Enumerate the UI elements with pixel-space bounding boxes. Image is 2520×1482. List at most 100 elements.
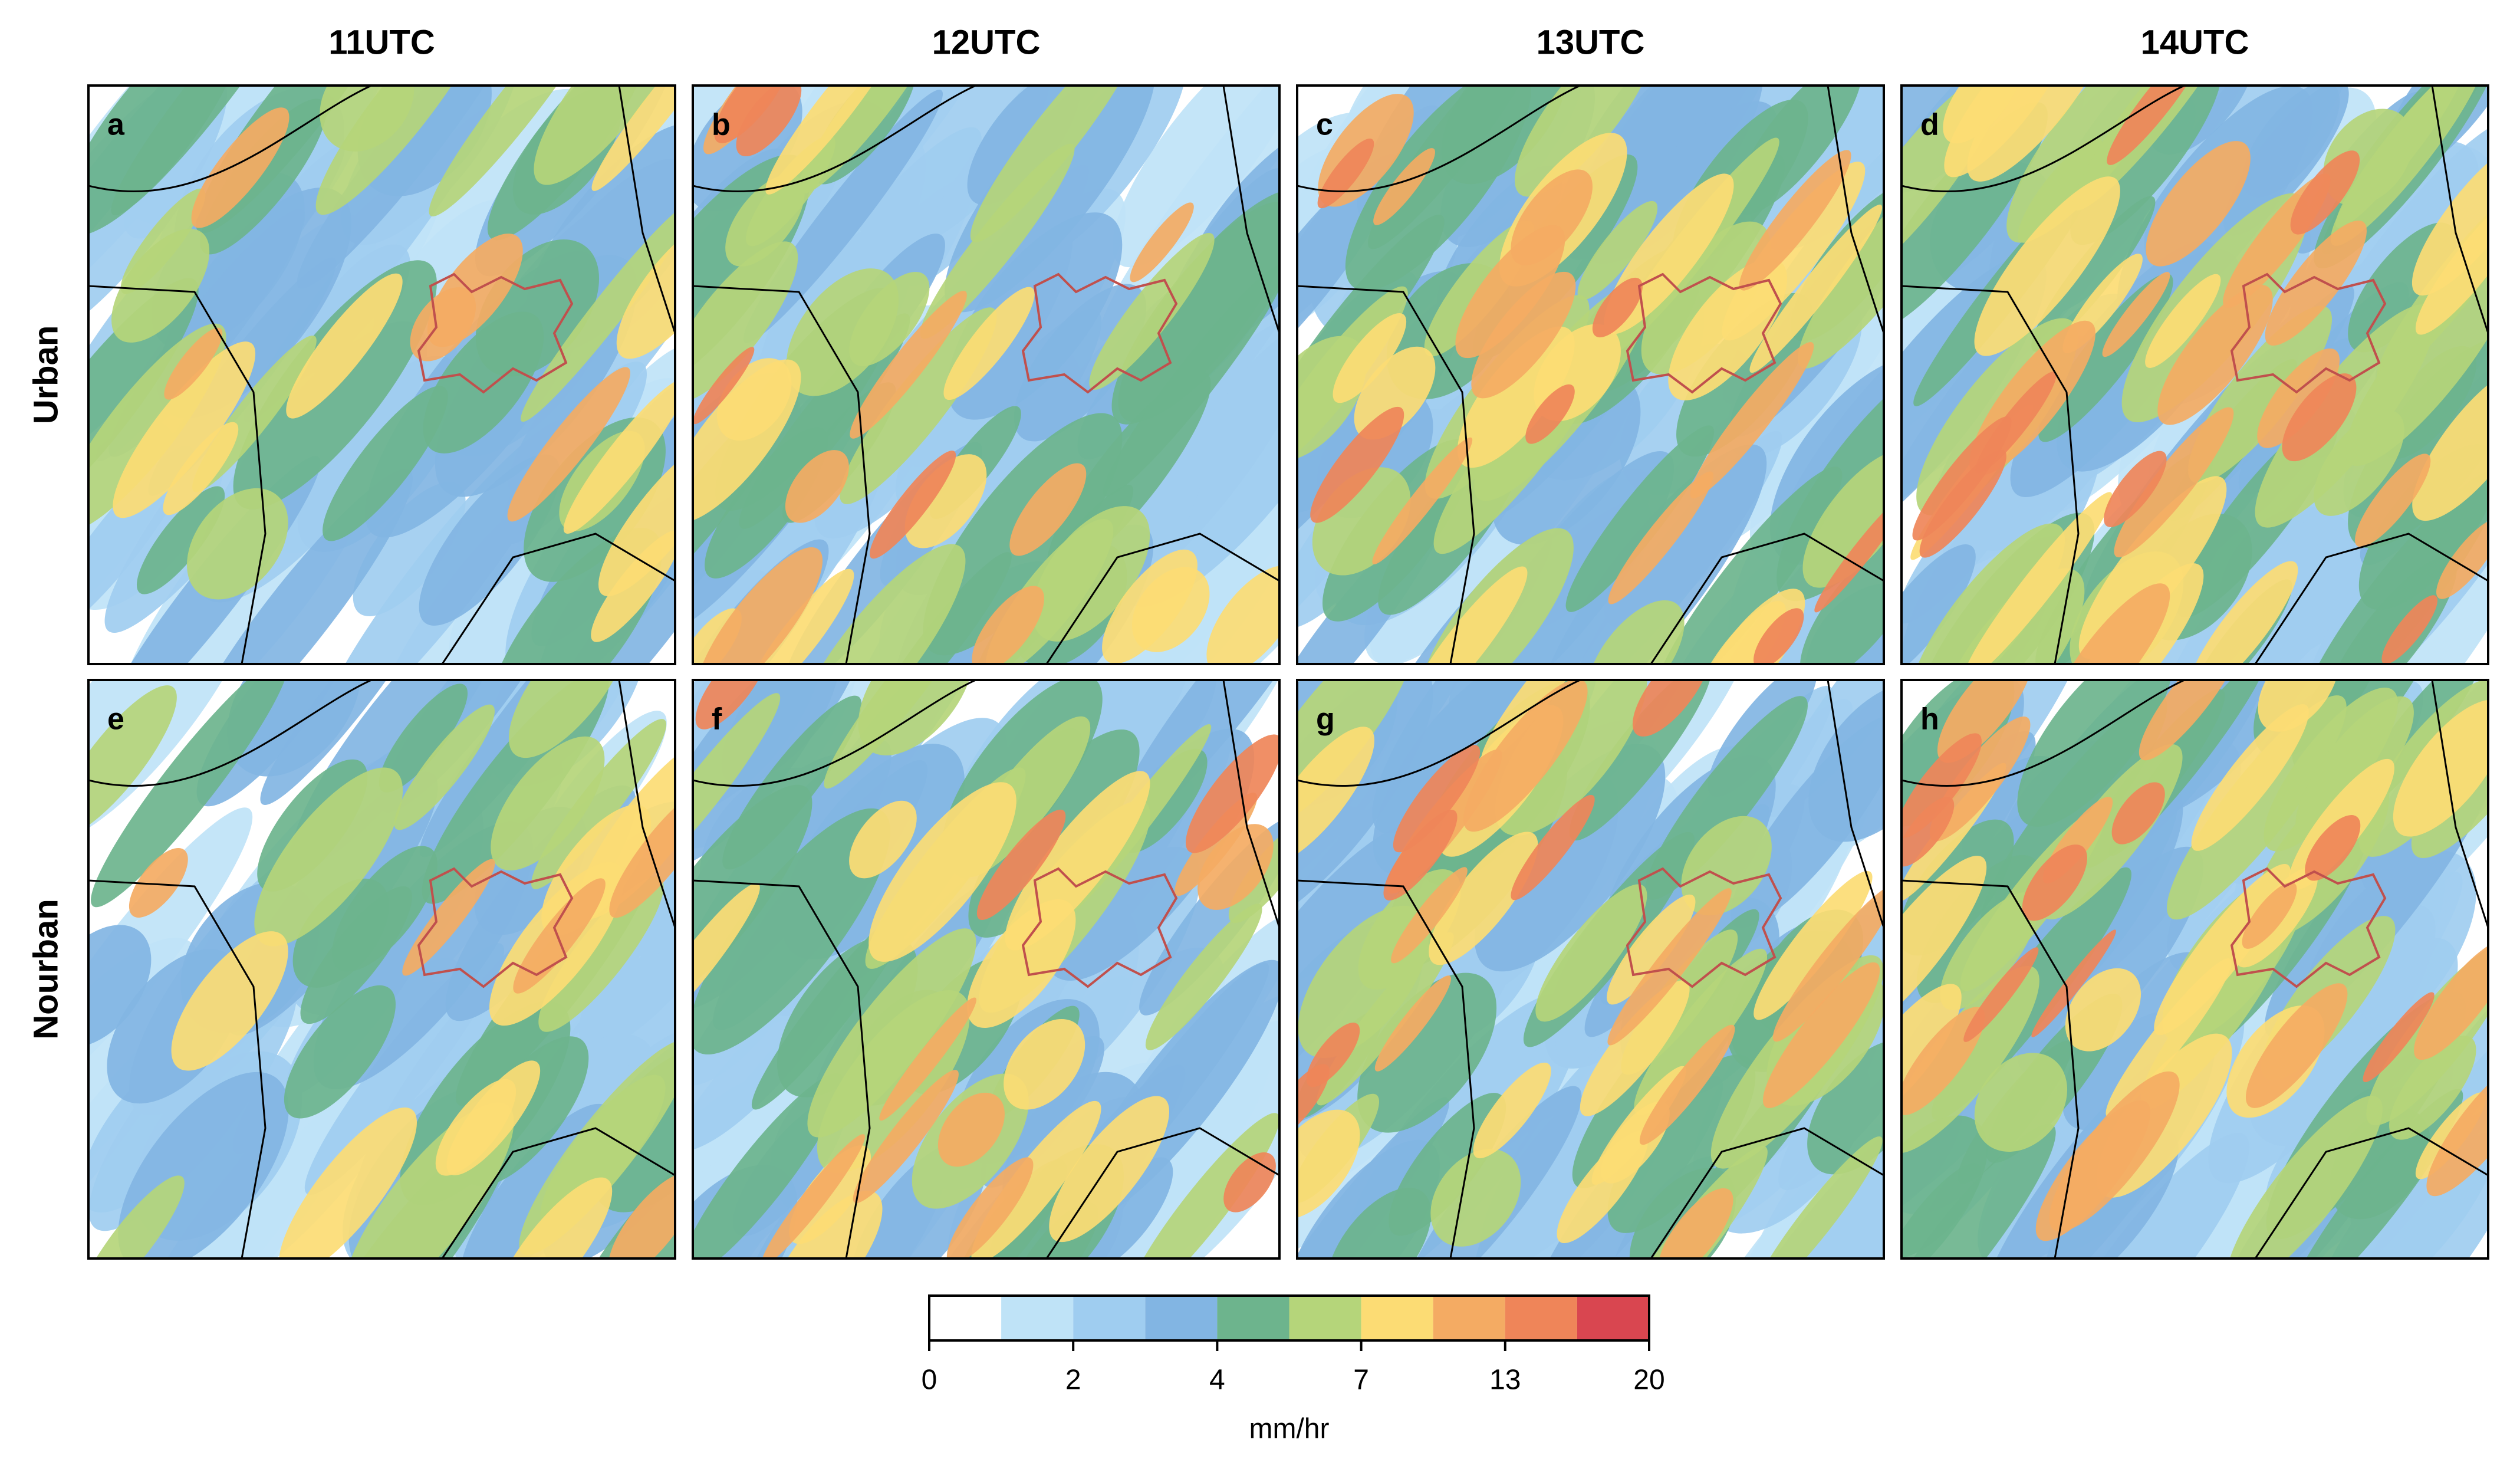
rain-cell: [1297, 1097, 1450, 1258]
rain-cell: [1389, 1093, 1506, 1236]
rain-cell: [1297, 727, 1375, 864]
colorbar-swatch: [1361, 1296, 1433, 1340]
rain-cell: [163, 422, 239, 515]
map-panel: [1297, 86, 1884, 664]
rain-cell: [608, 1172, 675, 1258]
rain-cell: [111, 228, 210, 343]
rain-cell: [1658, 1188, 1733, 1258]
rain-cell: [1739, 150, 1851, 291]
city-outline: [417, 867, 574, 988]
rain-cell: [1481, 680, 1601, 764]
rain-cell: [423, 311, 544, 454]
rain-cell: [1014, 284, 1147, 442]
city-outline: [1626, 272, 1782, 394]
rain-cell: [2381, 595, 2438, 664]
rain-cell: [1372, 437, 1473, 564]
rain-cell: [1901, 984, 1962, 1123]
rain-cell: [164, 327, 223, 400]
rain-cell: [2330, 86, 2485, 246]
rain-cell: [1967, 86, 2109, 182]
rain-cell: [1641, 221, 1771, 374]
rain-cell: [1525, 384, 1575, 444]
rain-cell: [1372, 680, 1603, 834]
city-outline: [1021, 867, 1178, 988]
rain-cell: [320, 86, 414, 152]
panel-frame: [692, 84, 1281, 665]
border-line: [1827, 86, 1884, 334]
rain-cell: [790, 544, 966, 664]
rain-cell: [402, 859, 495, 976]
border-line: [693, 680, 976, 787]
rain-cell: [2412, 364, 2488, 521]
border-line: [618, 680, 675, 928]
rain-cell: [1120, 301, 1279, 607]
rain-cell: [937, 1092, 1005, 1167]
border-line: [693, 285, 871, 664]
rain-cell: [1808, 682, 1884, 842]
colorbar-tick-label: 7: [1353, 1365, 1369, 1396]
rain-cell: [1754, 870, 1873, 1020]
rain-cell: [1607, 1054, 1756, 1233]
colorbar-label: mm/hr: [1249, 1414, 1330, 1445]
border-line: [1045, 533, 1279, 664]
rain-cell: [879, 997, 976, 1121]
border-line: [1901, 680, 2185, 787]
border-line: [1297, 879, 1475, 1258]
rain-cell: [1430, 1149, 1521, 1247]
rain-cell: [2258, 680, 2339, 732]
panel-letter: f: [712, 702, 722, 737]
rain-cell: [1901, 1123, 2056, 1258]
colorbar-swatch: [1217, 1296, 1289, 1340]
rain-cell: [1807, 1039, 1884, 1175]
rain-cell: [254, 767, 403, 947]
rain-cell: [507, 367, 630, 522]
rain-cell: [2245, 983, 2348, 1108]
rain-cell: [693, 808, 890, 1055]
rain-cell: [200, 98, 327, 255]
rain-cell: [1912, 416, 2012, 541]
rain-cell: [1696, 601, 1786, 664]
rain-cell: [538, 876, 664, 1032]
rain-cell: [183, 469, 413, 664]
panel-frame: [1296, 679, 1885, 1260]
border-line: [2254, 533, 2488, 664]
rain-cell: [872, 552, 1012, 664]
rain-cell: [88, 278, 199, 531]
rain-cell: [1206, 566, 1279, 664]
rain-cell: [1814, 493, 1884, 613]
panel-letter: b: [712, 108, 731, 142]
colorbar-swatch: [1001, 1296, 1074, 1340]
border-line: [1297, 285, 1475, 664]
rain-cell: [2389, 1036, 2476, 1140]
rain-cell: [2139, 680, 2241, 761]
panel-letter: g: [1316, 702, 1335, 737]
rain-cell: [491, 736, 605, 870]
rain-cell: [1354, 346, 1436, 440]
rain-cell: [761, 1134, 865, 1258]
colorbar-tick-label: 20: [1633, 1365, 1664, 1396]
map-panel: [1297, 680, 1884, 1258]
rain-cell: [1762, 962, 1880, 1108]
rain-cell: [1937, 680, 2033, 763]
rain-cell: [1535, 884, 1647, 1022]
rain-cell: [2107, 86, 2207, 165]
rain-cell: [1297, 336, 1367, 461]
rain-cell: [693, 1073, 844, 1258]
rain-cell: [1901, 544, 1976, 664]
rain-cell: [1634, 948, 1768, 1115]
colorbar-tick-label: 13: [1489, 1365, 1521, 1396]
rain-cell: [868, 782, 1016, 962]
border-line: [88, 86, 372, 193]
rain-cell: [1495, 680, 1647, 836]
rain-cell: [693, 241, 798, 403]
colorbar-tick-label: 0: [922, 1365, 937, 1396]
rain-cell: [1223, 1152, 1276, 1212]
rain-cell: [1009, 463, 1087, 556]
border-line: [441, 1127, 675, 1258]
rain-cell: [1943, 86, 2024, 144]
rain-cell: [159, 1092, 364, 1258]
border-line: [1045, 1127, 1279, 1258]
rain-cell: [1078, 1157, 1173, 1258]
rain-cell: [1374, 975, 1451, 1072]
rain-cell: [508, 680, 629, 758]
